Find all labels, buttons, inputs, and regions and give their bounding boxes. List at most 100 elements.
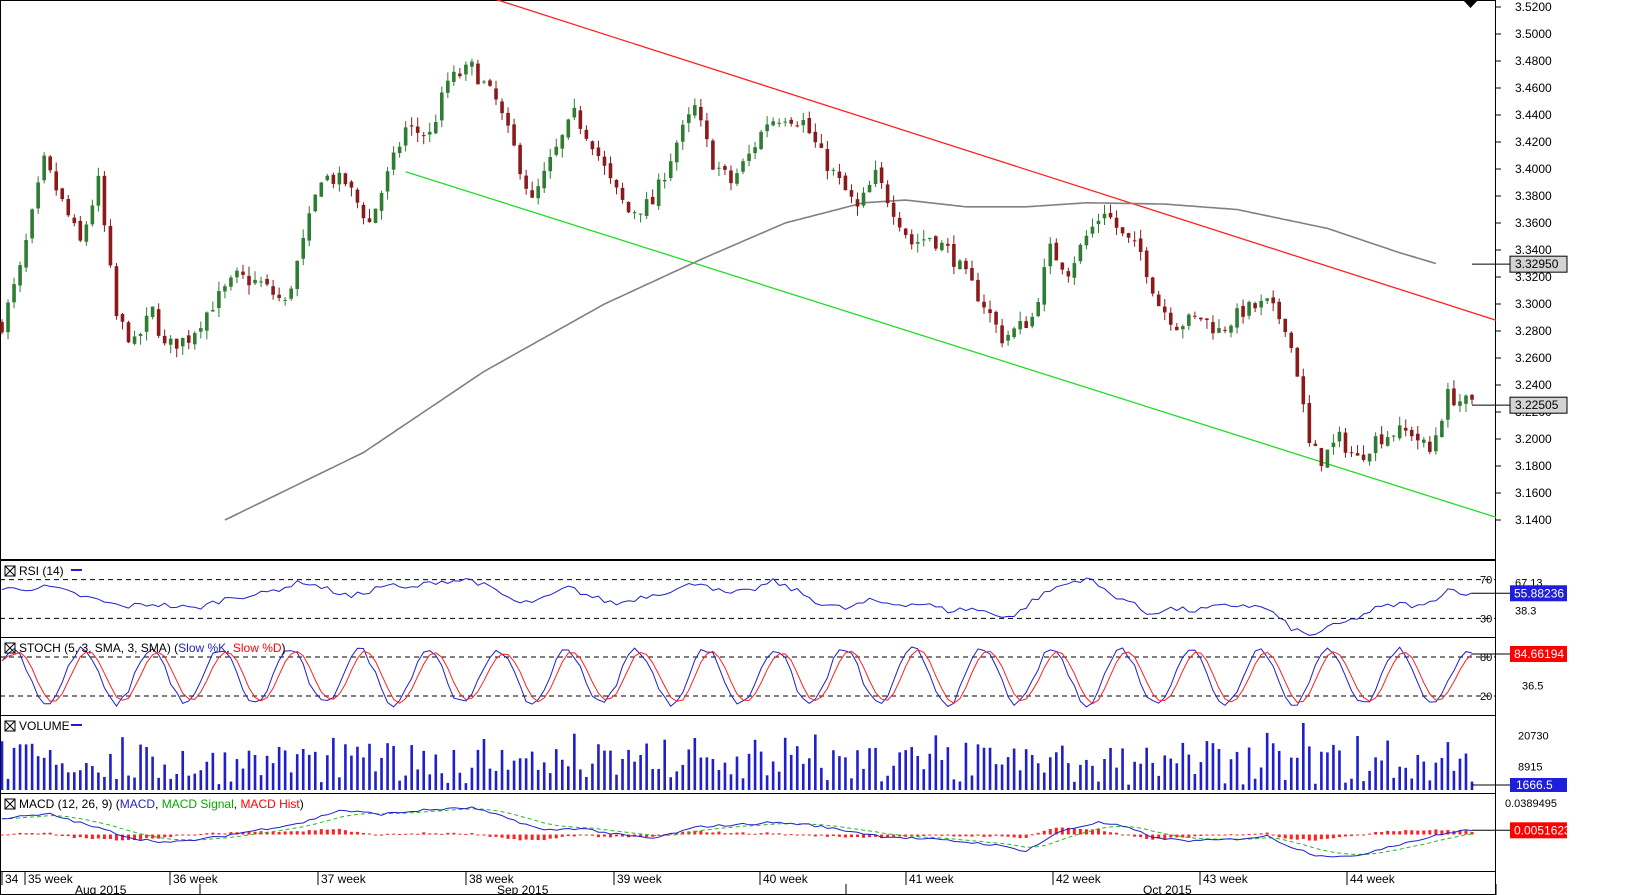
volume-tag-value: 1666.5 <box>1516 778 1553 792</box>
candle <box>1114 210 1119 235</box>
candle-body <box>566 119 571 138</box>
volume-bar <box>169 778 172 790</box>
candle-body <box>464 64 468 75</box>
candle-body <box>470 61 474 67</box>
macd-hist-bar <box>1109 832 1113 835</box>
week-label: 34 <box>5 872 19 886</box>
macd-hist-bar <box>1018 834 1022 839</box>
candle <box>1168 307 1173 331</box>
macd-sep-2: , <box>234 797 241 811</box>
volume-bar <box>1109 747 1112 790</box>
volume-bar <box>1169 758 1173 790</box>
volume-bar <box>1193 774 1197 790</box>
candle-body <box>729 170 733 184</box>
candle <box>247 266 251 295</box>
volume-bar <box>1326 752 1329 790</box>
candle-body <box>994 311 998 325</box>
macd-hist-bar <box>602 834 606 837</box>
candle-body <box>36 182 40 209</box>
candle-body <box>596 147 601 157</box>
volume-close-icon[interactable] <box>4 720 16 732</box>
macd-hist-bar <box>958 834 962 837</box>
volume-bar <box>199 770 203 790</box>
volume-bar <box>283 750 287 790</box>
candle <box>259 276 263 288</box>
candle-body <box>259 281 263 283</box>
macd-hist-bar <box>368 833 371 835</box>
candle <box>367 208 372 223</box>
rsi-tick-label: 38.3 <box>1515 605 1536 617</box>
volume-bar <box>735 756 739 790</box>
candle-body <box>584 129 589 139</box>
volume-bar <box>1259 767 1263 790</box>
candle <box>644 191 649 220</box>
macd-hist-bar <box>1133 834 1137 837</box>
stoch-panel[interactable] <box>0 637 1496 716</box>
stoch-close-icon[interactable] <box>4 642 16 654</box>
volume-bar <box>988 747 992 790</box>
macd-hist-bar <box>892 834 896 837</box>
macd-hist-bar <box>934 834 938 836</box>
macd-hist-bar <box>464 833 468 835</box>
volume-bar <box>633 761 636 790</box>
candle <box>813 123 818 148</box>
macd-hist-bar <box>1392 831 1396 835</box>
candle-body <box>1096 220 1101 225</box>
macd-hist-bar <box>1169 834 1173 838</box>
macd-close-icon[interactable] <box>4 798 16 810</box>
volume-bar <box>1181 742 1185 790</box>
price-chart <box>0 0 1497 521</box>
volume-bar <box>109 753 112 790</box>
macd-hist-bar <box>313 830 317 835</box>
candle <box>885 180 890 208</box>
macd-hist-bar <box>1090 829 1094 835</box>
macd-hist-bar <box>536 834 540 841</box>
candle-body <box>1403 427 1408 431</box>
rsi-close-icon[interactable] <box>4 565 16 577</box>
candle-body <box>211 309 215 312</box>
candle-body <box>927 238 932 240</box>
macd-hist-bar <box>982 834 986 837</box>
candle-body <box>674 142 679 163</box>
candle <box>1024 316 1028 329</box>
candle <box>717 161 721 177</box>
candle <box>1271 290 1275 312</box>
macd-hist-bar <box>1374 832 1378 835</box>
macd-hist-bar <box>578 834 582 836</box>
candle-body <box>1446 389 1450 420</box>
volume-bar <box>18 744 22 790</box>
macd-hist-bar <box>1356 834 1360 836</box>
candle-body <box>982 301 986 308</box>
macd-hist-bar <box>374 834 378 836</box>
candle-body <box>54 171 59 191</box>
candle <box>265 274 269 287</box>
macd-hist-bar <box>1217 834 1221 836</box>
candle <box>819 133 824 149</box>
candle-body <box>680 124 685 142</box>
volume-bar <box>1211 743 1215 790</box>
volume-bar <box>6 778 10 790</box>
macd-hist-bar <box>1000 834 1004 837</box>
volume-bar <box>313 751 317 790</box>
volume-bar <box>103 776 106 790</box>
candle <box>361 202 366 225</box>
candle-body <box>879 167 884 184</box>
volume-bar <box>1199 762 1203 790</box>
volume-bar <box>573 733 576 790</box>
volume-bar <box>1085 759 1088 790</box>
rsi-panel[interactable] <box>0 560 1496 638</box>
candle <box>241 264 245 279</box>
macd-hist-bar <box>566 834 570 837</box>
macd-hist-bar <box>1199 834 1203 836</box>
candle-body <box>524 175 528 189</box>
stoch-chart <box>0 646 1496 708</box>
price-tick-label: 3.3600 <box>1515 216 1552 230</box>
volume-bar <box>1235 751 1239 790</box>
candle <box>385 167 390 200</box>
price-tick-label: 3.5200 <box>1515 0 1552 14</box>
macd-hist-bar <box>1464 830 1468 835</box>
candle-body <box>283 299 287 301</box>
macd-hist-bar <box>819 834 823 836</box>
macd-hist-bar <box>1398 831 1402 835</box>
scroll-marker-icon[interactable] <box>1463 0 1478 8</box>
